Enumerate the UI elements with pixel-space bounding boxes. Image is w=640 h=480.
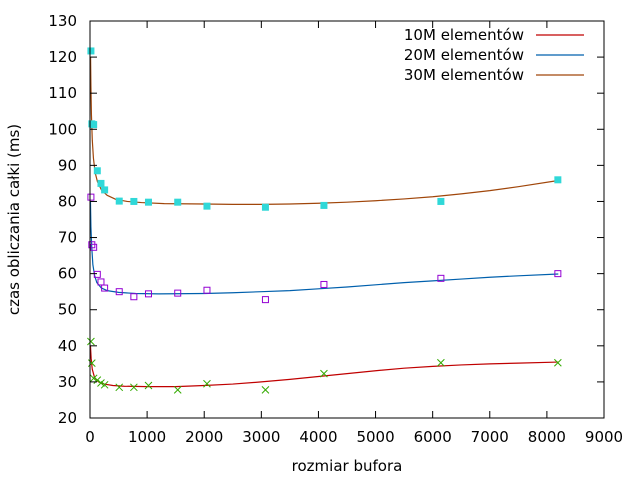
y-tick-label: 60 xyxy=(58,265,77,283)
y-tick-label: 30 xyxy=(58,373,77,391)
data-point-series-1 xyxy=(437,358,445,367)
data-point-series-1 xyxy=(93,376,102,384)
data-point-series-1 xyxy=(554,358,562,367)
data-point-series-1 xyxy=(320,369,328,378)
plot-frame xyxy=(89,20,605,419)
y-tick-label: 50 xyxy=(58,301,77,319)
data-point-series-2 xyxy=(97,278,105,286)
x-tick-label: 2000 xyxy=(185,428,223,446)
data-point-series-2 xyxy=(87,193,95,201)
data-point-series-1 xyxy=(100,380,109,389)
data-point-series-1 xyxy=(203,379,211,388)
data-point-series-1 xyxy=(87,337,95,346)
data-point-series-1 xyxy=(115,383,124,392)
data-point-series-3 xyxy=(115,197,123,205)
axis-tick-labels: 0 1000 2000 3000 4000 5000 6000 7000 8000 9000 20 3… xyxy=(48,12,623,446)
y-tick-label: 20 xyxy=(58,409,77,427)
data-point-series-3 xyxy=(554,176,562,184)
series-line-3 xyxy=(90,57,559,205)
data-point-series-3 xyxy=(130,197,138,205)
data-point-series-1 xyxy=(261,385,270,394)
data-point-series-3 xyxy=(261,203,269,211)
axis-ticks xyxy=(89,20,605,419)
data-point-series-2 xyxy=(93,270,101,278)
data-point-series-1 xyxy=(144,381,153,390)
legend-label-3: 30M elementów xyxy=(404,66,524,84)
x-tick-label: 1000 xyxy=(128,428,166,446)
data-point-series-3 xyxy=(174,198,182,206)
y-tick-label: 130 xyxy=(48,12,77,30)
x-tick-label: 9000 xyxy=(585,428,623,446)
data-point-series-3 xyxy=(320,201,328,209)
data-point-series-3 xyxy=(97,179,105,187)
data-point-series-2 xyxy=(130,293,138,301)
data-point-series-2 xyxy=(101,284,109,292)
series-curves xyxy=(90,57,559,388)
x-tick-label: 8000 xyxy=(528,428,566,446)
data-point-series-2 xyxy=(261,296,269,304)
data-points xyxy=(87,47,562,394)
y-axis-title: czas obliczania całki (ms) xyxy=(5,124,23,315)
y-tick-label: 100 xyxy=(48,120,77,138)
data-point-series-2 xyxy=(174,289,182,297)
legend: 10M elementów 20M elementów 30M elementów xyxy=(404,26,584,84)
data-point-series-3 xyxy=(437,197,445,205)
y-tick-label: 110 xyxy=(48,84,77,102)
data-point-series-1 xyxy=(89,374,98,383)
data-point-series-3 xyxy=(101,186,109,194)
series-line-2 xyxy=(90,201,559,295)
x-tick-label: 5000 xyxy=(356,428,394,446)
data-point-series-2 xyxy=(115,288,123,296)
data-point-series-3 xyxy=(90,121,98,129)
legend-label-1: 10M elementów xyxy=(404,26,524,44)
x-tick-label: 7000 xyxy=(471,428,509,446)
legend-label-2: 20M elementów xyxy=(404,46,524,64)
y-tick-label: 120 xyxy=(48,48,77,66)
x-tick-label: 0 xyxy=(85,428,95,446)
data-point-series-1 xyxy=(130,383,138,392)
y-tick-label: 80 xyxy=(58,192,77,210)
data-point-series-1 xyxy=(97,379,105,387)
y-tick-label: 40 xyxy=(58,337,77,355)
data-point-series-2 xyxy=(320,280,328,288)
y-tick-label: 90 xyxy=(58,156,77,174)
x-tick-label: 4000 xyxy=(299,428,337,446)
data-point-series-2 xyxy=(554,270,562,278)
series-line-1 xyxy=(90,345,559,388)
data-point-series-2 xyxy=(90,243,98,251)
data-point-series-2 xyxy=(437,274,445,282)
data-point-series-3 xyxy=(87,47,95,55)
data-point-series-1 xyxy=(173,385,182,394)
x-axis-title: rozmiar bufora xyxy=(292,457,403,475)
data-point-series-1 xyxy=(87,359,96,367)
x-tick-label: 6000 xyxy=(414,428,452,446)
data-point-series-2 xyxy=(144,290,152,298)
data-point-series-2 xyxy=(203,286,211,294)
data-point-series-3 xyxy=(203,202,211,210)
data-point-series-3 xyxy=(93,167,101,175)
data-point-series-3 xyxy=(144,198,152,206)
x-tick-label: 3000 xyxy=(242,428,280,446)
y-tick-label: 70 xyxy=(58,229,77,247)
